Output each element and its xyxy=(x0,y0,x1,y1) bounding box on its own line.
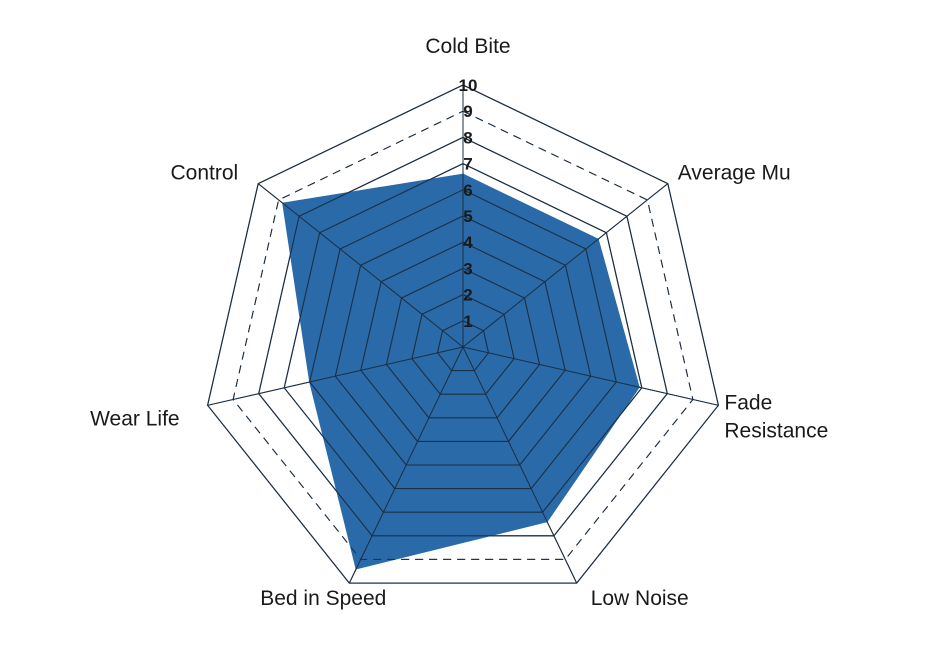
inner-spoke-1 xyxy=(462,183,669,348)
tick-label-10: 10 xyxy=(459,76,478,95)
inner-spoke-3 xyxy=(462,346,578,584)
axis-label-line: Wear Life xyxy=(90,407,180,430)
axis-label-line: Control xyxy=(170,162,238,185)
axis-label-low-noise: Low Noise xyxy=(591,587,689,610)
tick-label-8: 8 xyxy=(463,128,472,147)
inner-ring-6 xyxy=(309,189,617,490)
tick-label-3: 3 xyxy=(463,259,472,278)
axis-label-line: Average Mu xyxy=(678,162,791,185)
inner-ring-5 xyxy=(334,215,592,466)
tick-label-2: 2 xyxy=(463,286,472,305)
inner-ring-9 xyxy=(232,110,694,560)
series-layer xyxy=(281,173,640,570)
axis-label-bed-in-speed: Bed in Speed xyxy=(260,587,386,610)
inner-ring-2 xyxy=(411,293,515,395)
axis-label-control: Control xyxy=(170,162,238,185)
inner-spoke-5 xyxy=(207,346,464,406)
inner-spoke-2 xyxy=(462,346,719,406)
series-area-0 xyxy=(282,173,640,570)
inner-ring-3 xyxy=(385,267,541,419)
tick-label-5: 5 xyxy=(463,207,472,226)
axis-label-fade-resistance: Fade Resistance xyxy=(724,391,828,442)
axis-label-line: Fade xyxy=(724,391,772,414)
inner-ring-4 xyxy=(360,241,566,442)
inner-spoke-6 xyxy=(257,183,464,348)
tick-label-9: 9 xyxy=(463,102,472,121)
axis-label-line: Resistance xyxy=(724,419,828,442)
inner-ring-8 xyxy=(258,136,668,537)
axis-label-average-mu: Average Mu xyxy=(678,162,791,185)
tick-label-7: 7 xyxy=(463,155,472,174)
axis-label-line: Bed in Speed xyxy=(260,587,386,610)
axis-label-cold-bite: Cold Bite xyxy=(425,35,510,58)
inner-grid xyxy=(207,84,719,584)
tick-label-4: 4 xyxy=(463,233,473,252)
axis-label-line: Cold Bite xyxy=(425,35,510,58)
axis-label-wear-life: Wear Life xyxy=(90,407,180,430)
axis-label-line: Low Noise xyxy=(591,587,689,610)
inner-ring-10 xyxy=(207,84,719,584)
inner-ring-1 xyxy=(436,320,490,372)
tick-labels: 1 2 3 4 5 6 7 8 9 10 xyxy=(459,76,478,331)
tick-label-6: 6 xyxy=(463,181,472,200)
inner-spoke-4 xyxy=(348,346,464,584)
inner-ring-7 xyxy=(283,162,643,513)
tick-label-1: 1 xyxy=(463,312,472,331)
axis-labels: Cold Bite Average Mu Fade Resistance Low Noi… xyxy=(90,35,828,610)
